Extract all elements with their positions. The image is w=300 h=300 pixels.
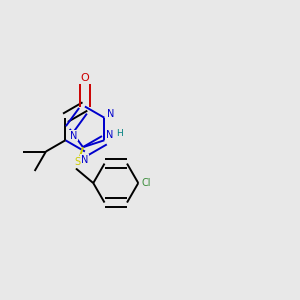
Text: Cl: Cl xyxy=(142,178,152,188)
Text: N: N xyxy=(106,130,113,140)
Text: N: N xyxy=(70,130,77,141)
Text: N: N xyxy=(107,109,115,119)
Text: N: N xyxy=(81,155,88,165)
Text: H: H xyxy=(116,129,123,138)
Text: O: O xyxy=(80,73,89,83)
Text: S: S xyxy=(74,157,81,167)
